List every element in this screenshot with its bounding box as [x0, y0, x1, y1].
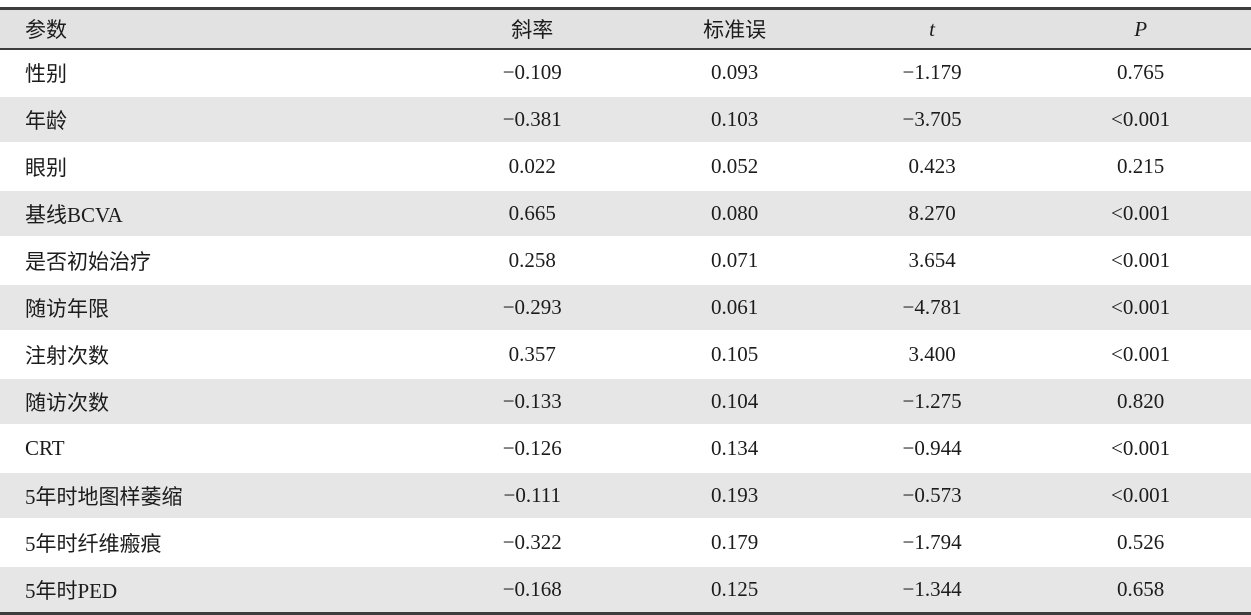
- cell-param: 是否初始治疗: [25, 249, 151, 274]
- cell-se: 0.061: [635, 283, 834, 332]
- header-cell-t: t: [833, 8, 1031, 50]
- cell-se: 0.103: [635, 95, 834, 144]
- cell-se: 0.125: [635, 565, 834, 615]
- cell-t: −1.794: [902, 530, 962, 554]
- cell-param: 5年时地图样萎缩: [0, 471, 430, 520]
- header-cell-p: P: [1030, 8, 1251, 50]
- cell-p: 0.765: [1116, 60, 1165, 84]
- cell-t: −1.275: [833, 377, 1031, 426]
- table-row: 基线BCVA 0.665 0.080 8.270 <0.001: [0, 189, 1251, 238]
- cell-t: 8.270: [833, 189, 1031, 238]
- cell-t: 0.423: [908, 154, 956, 178]
- table-row: 注射次数 0.357 0.105 3.400 <0.001: [0, 331, 1251, 378]
- header-cell-slope: 斜率: [429, 8, 636, 50]
- cell-se: 0.193: [635, 471, 834, 520]
- cell-se: 0.052: [711, 154, 759, 178]
- cell-slope: 0.357: [508, 342, 556, 366]
- cell-p: <0.001: [1111, 248, 1171, 272]
- cell-t: −4.781: [833, 283, 1031, 332]
- cell-se: 0.080: [635, 189, 834, 238]
- table-row: 性别 −0.109 0.093 −1.179 0.765: [0, 49, 1251, 96]
- cell-t: −1.344: [833, 565, 1031, 615]
- cell-slope: 0.022: [508, 154, 556, 178]
- table-row: 年龄 −0.381 0.103 −3.705 <0.001: [0, 95, 1251, 144]
- table-row: 随访次数 −0.133 0.104 −1.275 0.820: [0, 377, 1251, 426]
- cell-slope: 0.258: [508, 248, 556, 272]
- cell-se: 0.179: [711, 530, 759, 554]
- cell-t: −0.573: [833, 471, 1031, 520]
- cell-param: 注射次数: [25, 343, 109, 368]
- table-row: CRT −0.126 0.134 −0.944 <0.001: [0, 425, 1251, 472]
- cell-p: 0.215: [1116, 154, 1165, 178]
- cell-param: 基线BCVA: [0, 189, 430, 238]
- cell-slope: 0.665: [429, 189, 636, 238]
- cell-slope: −0.381: [429, 95, 636, 144]
- table-row: 5年时PED −0.168 0.125 −1.344 0.658: [0, 565, 1251, 615]
- cell-p: 0.658: [1030, 565, 1251, 615]
- header-row: 参数 斜率 标准误 t P: [0, 8, 1251, 50]
- cell-se: 0.105: [711, 342, 759, 366]
- regression-parameters-table: 参数 斜率 标准误 t P 性别 −0.109 0.093 −1.179 0.765 年龄 −0.3…: [0, 7, 1251, 615]
- header-cell-se: 标准误: [635, 8, 834, 50]
- cell-t: −0.944: [902, 436, 962, 460]
- cell-p: <0.001: [1030, 471, 1251, 520]
- table-row: 5年时纤维瘢痕 −0.322 0.179 −1.794 0.526: [0, 519, 1251, 566]
- table-body: 性别 −0.109 0.093 −1.179 0.765 年龄 −0.381 0.103 −3.…: [0, 49, 1251, 615]
- cell-p: <0.001: [1030, 189, 1251, 238]
- table-header: 参数 斜率 标准误 t P: [0, 8, 1251, 50]
- cell-param: 5年时纤维瘢痕: [25, 531, 162, 556]
- cell-param: 随访年限: [0, 283, 430, 332]
- cell-slope: −0.322: [502, 530, 562, 554]
- cell-slope: −0.133: [429, 377, 636, 426]
- cell-param: 年龄: [0, 95, 430, 144]
- cell-p: <0.001: [1030, 95, 1251, 144]
- cell-param: 性别: [25, 61, 67, 86]
- cell-param: CRT: [25, 436, 65, 460]
- table-row: 5年时地图样萎缩 −0.111 0.193 −0.573 <0.001: [0, 471, 1251, 520]
- table-row: 眼别 0.022 0.052 0.423 0.215: [0, 143, 1251, 190]
- cell-slope: −0.111: [429, 471, 636, 520]
- cell-se: 0.134: [711, 436, 759, 460]
- cell-slope: −0.126: [502, 436, 562, 460]
- cell-p: <0.001: [1111, 342, 1171, 366]
- cell-param: 5年时PED: [0, 565, 430, 615]
- table-row: 是否初始治疗 0.258 0.071 3.654 <0.001: [0, 237, 1251, 284]
- cell-t: 3.400: [908, 342, 956, 366]
- cell-t: −1.179: [902, 60, 962, 84]
- cell-param: 眼别: [25, 155, 67, 180]
- cell-se: 0.104: [635, 377, 834, 426]
- cell-slope: −0.168: [429, 565, 636, 615]
- table-row: 随访年限 −0.293 0.061 −4.781 <0.001: [0, 283, 1251, 332]
- cell-p: 0.526: [1116, 530, 1165, 554]
- cell-t: 3.654: [908, 248, 956, 272]
- cell-slope: −0.293: [429, 283, 636, 332]
- cell-p: <0.001: [1030, 283, 1251, 332]
- cell-t: −3.705: [833, 95, 1031, 144]
- cell-se: 0.093: [711, 60, 759, 84]
- cell-p: 0.820: [1030, 377, 1251, 426]
- cell-p: <0.001: [1111, 436, 1171, 460]
- header-cell-param: 参数: [0, 8, 430, 50]
- cell-param: 随访次数: [0, 377, 430, 426]
- cell-slope: −0.109: [502, 60, 562, 84]
- cell-se: 0.071: [711, 248, 759, 272]
